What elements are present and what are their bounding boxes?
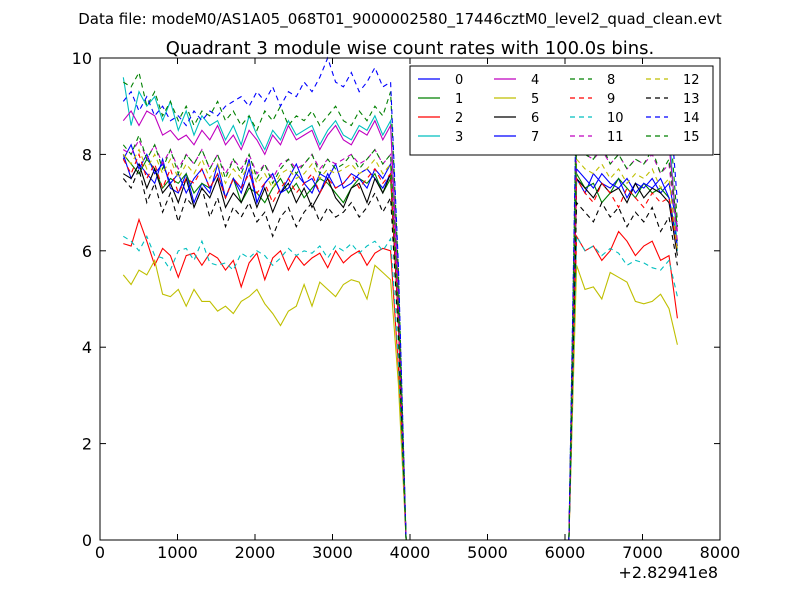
legend-label-4: 4 [531, 73, 539, 88]
series-line-15 [122, 133, 678, 541]
legend-label-3: 3 [455, 130, 463, 145]
legend-label-15: 15 [683, 130, 700, 145]
legend-label-14: 14 [683, 111, 700, 126]
legend-label-1: 1 [455, 92, 463, 107]
legend-label-2: 2 [455, 111, 463, 126]
x-tick-label: 5000 [467, 543, 508, 562]
x-tick-label: 7000 [622, 543, 663, 562]
series-line-9 [122, 152, 678, 541]
x-tick-label: 4000 [390, 543, 431, 562]
series-line-14 [122, 56, 678, 541]
legend-label-10: 10 [607, 111, 624, 126]
legend-label-8: 8 [607, 73, 615, 88]
datafile-caption: Data file: modeM0/AS1A05_068T01_90000025… [78, 10, 722, 29]
y-tick-label: 4 [82, 338, 92, 357]
series-line-2 [123, 217, 678, 541]
legend-label-6: 6 [531, 111, 539, 126]
chart-title: Quadrant 3 module wise count rates with … [166, 38, 655, 59]
y-tick-label: 2 [82, 435, 92, 454]
x-tick-label: 0 [95, 543, 105, 562]
series-line-10 [123, 234, 678, 541]
legend-box [409, 65, 714, 156]
x-tick-label: 1000 [157, 543, 198, 562]
series-line-5 [122, 258, 678, 541]
legend-label-13: 13 [683, 92, 700, 107]
legend-label-7: 7 [531, 130, 539, 145]
series-line-12 [122, 148, 678, 541]
x-tick-label: 3000 [312, 543, 353, 562]
legend-label-5: 5 [531, 92, 539, 107]
series-layer [122, 56, 678, 541]
x-tick-label: 2000 [235, 543, 276, 562]
y-tick-label: 0 [82, 531, 92, 550]
x-offset-label: +2.82941e8 [618, 563, 718, 582]
legend-label-11: 11 [607, 130, 624, 145]
y-tick-label: 6 [82, 242, 92, 261]
series-line-13 [122, 167, 678, 541]
x-tick-label: 8000 [700, 543, 741, 562]
y-tick-label: 10 [72, 49, 92, 68]
y-tick-label: 8 [82, 145, 92, 164]
legend-label-12: 12 [683, 73, 700, 88]
series-line-11 [123, 138, 678, 541]
legend-label-9: 9 [607, 92, 615, 107]
x-tick-label: 6000 [545, 543, 586, 562]
legend-label-0: 0 [455, 73, 463, 88]
